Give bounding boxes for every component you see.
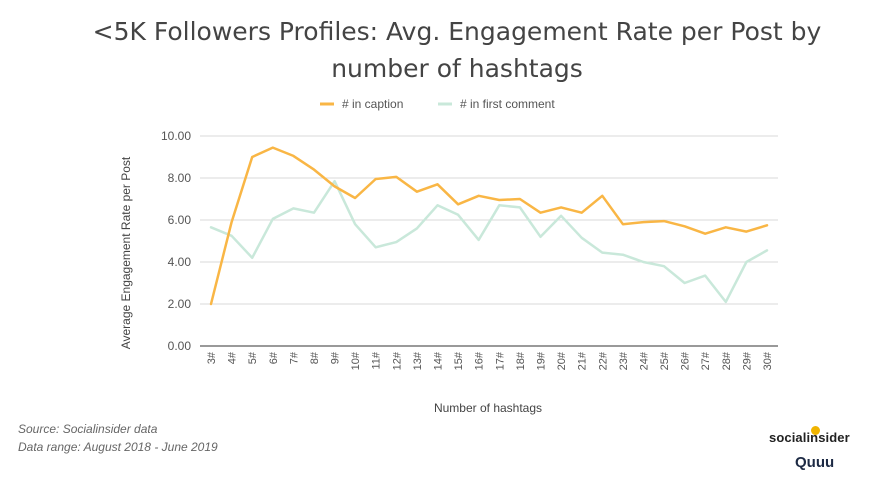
x-tick-label: 29# — [741, 351, 753, 370]
x-tick-label: 11# — [371, 351, 383, 369]
y-axis-ticks: 0.00 2.00 4.00 6.00 8.00 10.00 — [161, 129, 191, 353]
x-tick-label: 6# — [268, 351, 280, 364]
x-tick-label: 28# — [721, 351, 733, 370]
x-tick-label: 23# — [618, 351, 630, 370]
x-tick-label: 18# — [515, 351, 527, 370]
x-tick-label: 20# — [556, 351, 568, 370]
x-tick-label: 10# — [350, 351, 362, 370]
x-axis-label: Number of hashtags — [434, 401, 542, 415]
x-tick-label: 27# — [700, 351, 712, 370]
x-tick-label: 22# — [597, 351, 609, 370]
gridlines — [200, 135, 778, 347]
y-tick-label: 4.00 — [168, 255, 192, 269]
x-tick-label: 21# — [577, 351, 589, 370]
x-tick-label: 19# — [535, 351, 547, 370]
date-range-note: Data range: August 2018 - June 2019 — [18, 440, 218, 454]
x-tick-label: 17# — [494, 351, 506, 370]
x-tick-label: 26# — [680, 351, 692, 370]
x-tick-label: 4# — [227, 351, 239, 364]
series-line-first-comment — [209, 179, 769, 304]
x-tick-label: 9# — [330, 351, 342, 364]
y-tick-label: 8.00 — [168, 171, 192, 185]
quuu-logo: Quuu — [795, 454, 835, 471]
x-tick-label: 24# — [638, 351, 650, 370]
x-tick-label: 5# — [247, 351, 259, 364]
x-axis-ticks: 3# 4# 5# 6# 7# 8# 9# 10# 11# 12# 13# 14# 15# 16# 17# 18… — [206, 351, 774, 370]
legend-label-first-comment: # in first comment — [460, 97, 555, 111]
legend: # in caption # in first comment — [320, 97, 555, 111]
socialinsider-logo-dot-icon — [811, 426, 820, 435]
x-tick-label: 14# — [433, 351, 445, 370]
chart-title-line-1: <5K Followers Profiles: Avg. Engagement … — [93, 17, 822, 46]
x-tick-label: 7# — [288, 351, 300, 364]
x-tick-label: 30# — [762, 351, 774, 370]
x-tick-label: 3# — [206, 351, 218, 364]
legend-label-caption: # in caption — [342, 97, 403, 111]
x-tick-label: 8# — [309, 351, 321, 364]
y-tick-label: 6.00 — [168, 213, 192, 227]
x-tick-label: 13# — [412, 351, 424, 370]
y-tick-label: 2.00 — [168, 297, 192, 311]
chart-title-line-2: number of hashtags — [331, 54, 583, 83]
series-lines — [209, 146, 769, 306]
y-axis-label: Average Engagement Rate per Post — [119, 156, 133, 349]
x-tick-label: 12# — [391, 351, 403, 370]
source-note: Source: Socialinsider data — [18, 422, 158, 436]
y-tick-label: 10.00 — [161, 129, 191, 143]
x-tick-label: 25# — [659, 351, 671, 370]
series-line-caption — [209, 146, 769, 306]
x-tick-label: 16# — [474, 351, 486, 370]
socialinsider-logo: socialinsider — [769, 430, 850, 445]
y-tick-label: 0.00 — [168, 339, 192, 353]
x-tick-label: 15# — [453, 351, 465, 370]
